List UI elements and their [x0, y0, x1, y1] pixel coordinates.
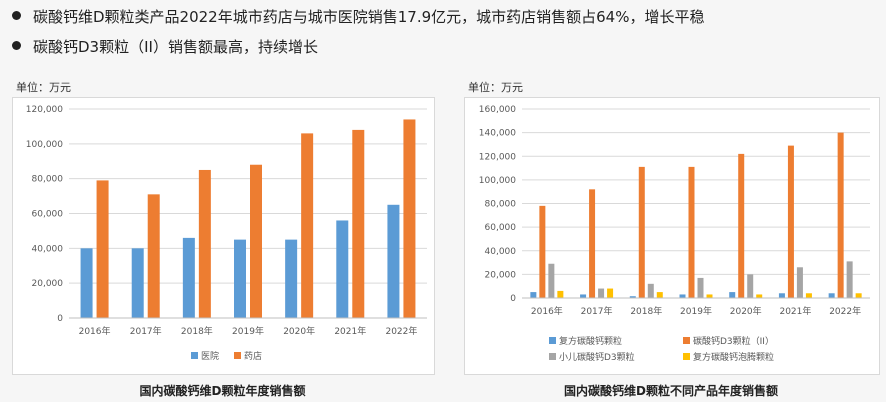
right-chart-panel: 0 20,000 40,000 60,000 80,000 100,000 120,000 1…: [464, 97, 880, 375]
y-tick-label: 20,000: [485, 270, 517, 280]
legend-swatch: [191, 352, 198, 359]
x-tick-label: 2021年: [779, 305, 811, 317]
bar-right-s3: [557, 290, 564, 298]
legend-label: 医院: [201, 350, 219, 362]
left-chart-svg: 0 20,000 40,000 60,000 80,000 100,000 120,000 2…: [26, 105, 427, 362]
bar-right-s2: [747, 274, 754, 298]
bar-right-s2: [846, 261, 853, 298]
bullet-dot: [12, 41, 21, 50]
x-tick-label: 2022年: [829, 305, 861, 317]
legend-swatch: [549, 353, 556, 360]
bar-right-s1: [638, 166, 645, 298]
bar-right-s3: [607, 288, 614, 298]
legend-label: 复方碳酸钙泡腾颗粒: [693, 351, 774, 363]
bar-left-s1: [301, 133, 314, 318]
right-unit-label: 单位：万元: [468, 81, 523, 94]
bar-right-s3: [706, 294, 713, 298]
bar-right-s0: [729, 292, 736, 298]
x-tick-label: 2017年: [130, 325, 162, 337]
x-tick-label: 2020年: [283, 325, 315, 337]
y-tick-label: 0: [510, 294, 516, 304]
bar-left-s0: [80, 248, 93, 318]
legend-label: 碳酸钙D3颗粒（II）: [693, 335, 774, 347]
x-tick-label: 2018年: [630, 305, 662, 317]
legend-swatch: [234, 352, 241, 359]
bar-right-s3: [656, 292, 663, 298]
bullet-2: 碳酸钙D3颗粒（II）销售额最高，持续增长: [12, 37, 318, 57]
x-tick-label: 2019年: [232, 325, 264, 337]
y-tick-label: 140,000: [479, 129, 516, 139]
y-tick-label: 60,000: [32, 210, 64, 220]
y-tick-label: 80,000: [485, 200, 517, 210]
bar-right-s0: [580, 294, 587, 298]
bar-right-s3: [855, 293, 862, 298]
bar-right-s2: [548, 263, 555, 298]
bar-left-s1: [198, 169, 211, 318]
bullet-1: 碳酸钙维D颗粒类产品2022年城市药店与城市医院销售17.9亿元，城市药店销售额…: [12, 7, 704, 27]
bar-right-s1: [589, 189, 596, 298]
legend-label: 药店: [244, 350, 262, 362]
x-tick-label: 2017年: [581, 305, 613, 317]
bar-right-s3: [756, 294, 763, 298]
x-tick-label: 2021年: [334, 325, 366, 337]
bar-right-s2: [598, 288, 605, 298]
bar-left-s1: [403, 119, 416, 318]
legend-label: 复方碳酸钙颗粒: [559, 335, 622, 347]
bar-left-s0: [336, 220, 349, 318]
y-tick-label: 100,000: [479, 176, 516, 186]
right-chart-title: 国内碳酸钙维D颗粒不同产品年度销售额: [564, 384, 778, 398]
bar-right-s0: [828, 293, 835, 298]
bar-left-s1: [96, 180, 109, 318]
x-tick-label: 2019年: [680, 305, 712, 317]
legend-label: 小儿碳酸钙D3颗粒: [559, 351, 635, 363]
bar-right-s2: [647, 283, 654, 298]
bar-right-s1: [787, 145, 794, 298]
bar-left-s1: [352, 129, 365, 318]
x-tick-label: 2020年: [730, 305, 762, 317]
y-tick-label: 60,000: [485, 223, 517, 233]
bullet-1-text: 碳酸钙维D颗粒类产品2022年城市药店与城市医院销售17.9亿元，城市药店销售额…: [33, 8, 705, 26]
bar-right-s0: [530, 292, 537, 298]
bullet-2-text: 碳酸钙D3颗粒（II）销售额最高，持续增长: [33, 38, 318, 56]
left-chart-title: 国内碳酸钙维D颗粒年度销售额: [139, 384, 306, 398]
bar-right-s1: [688, 166, 695, 298]
bar-left-s0: [131, 248, 144, 318]
bar-right-s0: [778, 293, 785, 298]
bar-right-s2: [697, 277, 704, 298]
bar-right-s1: [539, 205, 546, 298]
y-tick-label: 40,000: [485, 247, 517, 257]
bar-left-s0: [234, 239, 246, 318]
bar-right-s3: [805, 293, 812, 298]
bar-left-s1: [147, 194, 160, 318]
bar-right-s2: [796, 267, 803, 298]
left-chart-panel: 0 20,000 40,000 60,000 80,000 100,000 120,000 2…: [12, 97, 435, 375]
legend-swatch: [549, 337, 556, 344]
y-tick-label: 120,000: [479, 152, 516, 162]
y-tick-label: 40,000: [32, 244, 64, 254]
y-tick-label: 80,000: [32, 175, 64, 185]
left-unit-label: 单位：万元: [16, 81, 71, 94]
legend-swatch: [683, 353, 690, 360]
bar-left-s0: [182, 237, 195, 318]
x-tick-label: 2016年: [79, 325, 111, 337]
y-tick-label: 0: [57, 314, 63, 324]
right-chart-svg: 0 20,000 40,000 60,000 80,000 100,000 120,000 1…: [479, 105, 870, 363]
bar-right-s0: [679, 294, 686, 298]
bar-right-s1: [837, 132, 844, 298]
y-tick-label: 160,000: [479, 105, 516, 115]
y-tick-label: 100,000: [26, 140, 63, 150]
y-tick-label: 120,000: [26, 105, 63, 115]
x-tick-label: 2022年: [385, 325, 417, 337]
bar-right-s1: [738, 153, 745, 298]
bar-left-s0: [387, 204, 400, 318]
y-tick-label: 20,000: [32, 279, 64, 289]
bullet-dot: [12, 11, 21, 20]
legend-swatch: [683, 337, 690, 344]
bar-right-s0: [629, 296, 636, 298]
x-tick-label: 2018年: [181, 325, 213, 337]
x-tick-label: 2016年: [531, 305, 563, 317]
bar-left-s1: [250, 164, 262, 318]
bar-left-s0: [285, 239, 298, 318]
